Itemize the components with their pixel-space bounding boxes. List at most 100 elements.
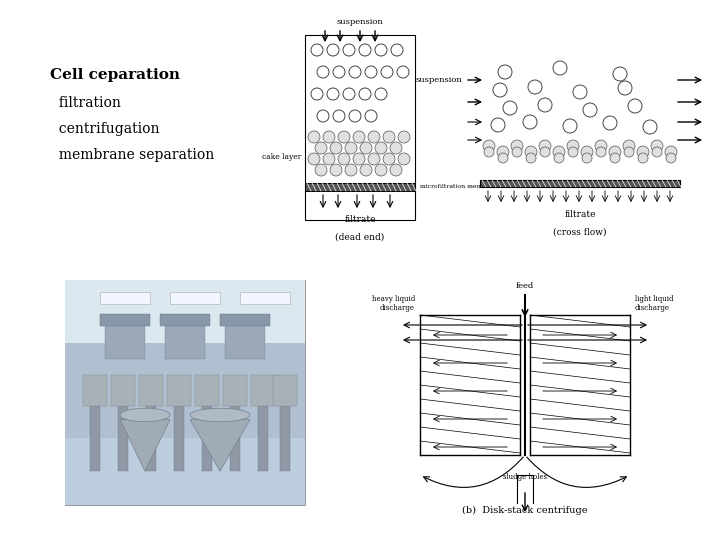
Text: (dead end): (dead end) (336, 233, 384, 242)
Circle shape (554, 153, 564, 163)
Bar (225, 325, 265, 359)
Bar (118, 404, 128, 471)
Text: cake layer: cake layer (262, 153, 301, 161)
Circle shape (375, 142, 387, 154)
Circle shape (484, 147, 494, 157)
Ellipse shape (190, 408, 250, 422)
Text: Cell ceparation: Cell ceparation (50, 68, 180, 82)
Circle shape (353, 153, 365, 165)
Bar (170, 292, 220, 304)
Circle shape (330, 164, 342, 176)
Text: filtration: filtration (50, 96, 121, 110)
Text: light liquid
discharge: light liquid discharge (635, 295, 673, 312)
Circle shape (540, 147, 550, 157)
Bar (65, 280, 305, 505)
Text: membrane separation: membrane separation (50, 148, 215, 162)
Bar (305, 35, 415, 220)
Text: filtrate: filtrate (344, 215, 376, 224)
Bar (258, 404, 268, 471)
Bar (100, 292, 150, 304)
Circle shape (375, 164, 387, 176)
Circle shape (595, 140, 607, 152)
Text: heavy liquid
discharge: heavy liquid discharge (372, 295, 415, 312)
Circle shape (330, 142, 342, 154)
Bar (65, 280, 305, 343)
Text: suspension: suspension (415, 76, 462, 84)
Circle shape (525, 146, 537, 158)
Circle shape (609, 146, 621, 158)
Circle shape (315, 142, 327, 154)
Circle shape (383, 131, 395, 143)
Circle shape (353, 131, 365, 143)
Circle shape (511, 140, 523, 152)
Text: sludge holes: sludge holes (503, 473, 547, 481)
Circle shape (398, 131, 410, 143)
Circle shape (345, 142, 357, 154)
Circle shape (315, 164, 327, 176)
Bar (305, 183, 415, 191)
Text: (cross flow): (cross flow) (553, 228, 607, 237)
Bar (139, 375, 163, 406)
Bar (90, 404, 100, 471)
Circle shape (390, 164, 402, 176)
Circle shape (610, 153, 620, 163)
Bar (230, 404, 240, 471)
Bar (280, 404, 290, 471)
Bar (160, 314, 210, 326)
Circle shape (368, 153, 380, 165)
Text: suspension: suspension (337, 18, 383, 26)
Circle shape (383, 153, 395, 165)
Circle shape (360, 164, 372, 176)
Circle shape (666, 153, 676, 163)
Bar (174, 404, 184, 471)
Bar (240, 292, 290, 304)
Circle shape (323, 153, 335, 165)
Circle shape (652, 147, 662, 157)
Bar (251, 375, 275, 406)
Ellipse shape (120, 408, 170, 422)
Circle shape (323, 131, 335, 143)
Bar (146, 404, 156, 471)
Circle shape (497, 146, 509, 158)
Text: feed: feed (516, 282, 534, 290)
Bar (105, 325, 145, 359)
Circle shape (582, 153, 592, 163)
Circle shape (498, 153, 508, 163)
Bar (83, 375, 107, 406)
Polygon shape (120, 420, 170, 471)
Text: filtrate: filtrate (564, 210, 595, 219)
Bar (223, 375, 247, 406)
Bar (480, 180, 680, 187)
Circle shape (638, 153, 648, 163)
Bar (195, 375, 219, 406)
Circle shape (398, 153, 410, 165)
Circle shape (539, 140, 551, 152)
Bar (167, 375, 191, 406)
Circle shape (338, 153, 350, 165)
Text: microfiltration membrane: microfiltration membrane (420, 185, 500, 190)
Circle shape (596, 147, 606, 157)
Circle shape (665, 146, 677, 158)
Bar (165, 325, 205, 359)
Circle shape (568, 147, 578, 157)
Circle shape (308, 131, 320, 143)
Circle shape (567, 140, 579, 152)
Circle shape (651, 140, 663, 152)
Text: centrifugation: centrifugation (50, 122, 160, 136)
Circle shape (553, 146, 565, 158)
Circle shape (338, 131, 350, 143)
Bar (100, 314, 150, 326)
Circle shape (637, 146, 649, 158)
Circle shape (624, 147, 634, 157)
Bar (65, 437, 305, 505)
Polygon shape (190, 420, 250, 471)
Circle shape (390, 142, 402, 154)
Bar (65, 343, 305, 437)
Circle shape (483, 140, 495, 152)
Circle shape (512, 147, 522, 157)
Bar (202, 404, 212, 471)
Bar (273, 375, 297, 406)
Circle shape (526, 153, 536, 163)
Bar (220, 314, 270, 326)
Circle shape (623, 140, 635, 152)
